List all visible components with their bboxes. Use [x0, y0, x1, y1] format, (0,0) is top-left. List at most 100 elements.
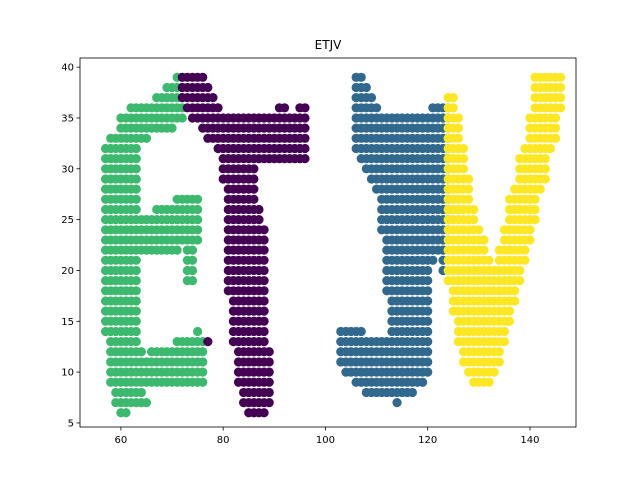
- data-point: [550, 113, 561, 123]
- data-point: [131, 337, 141, 347]
- axes: 60 80 100 120 140 5 10 15 20 25 30 35 40: [61, 57, 577, 446]
- data-point: [520, 255, 530, 265]
- data-point: [556, 72, 566, 82]
- data-point: [177, 113, 187, 123]
- data-point: [198, 347, 208, 357]
- data-point: [494, 347, 504, 357]
- data-point: [131, 174, 141, 184]
- data-point: [249, 184, 259, 194]
- y-tick-label: 20: [61, 266, 74, 277]
- data-point: [259, 276, 269, 286]
- data-point: [428, 255, 438, 265]
- data-point: [193, 326, 203, 337]
- data-point: [448, 93, 458, 103]
- data-point: [131, 194, 141, 204]
- y-tick-label: 25: [61, 215, 74, 226]
- data-point: [121, 408, 131, 418]
- data-point: [259, 245, 269, 255]
- data-point: [141, 398, 152, 408]
- data-point: [489, 367, 499, 377]
- data-point: [520, 245, 530, 255]
- data-point: [198, 367, 208, 377]
- data-point: [550, 123, 561, 133]
- data-point: [361, 82, 371, 93]
- y-tick-label: 5: [68, 418, 74, 429]
- data-point: [198, 72, 208, 82]
- data-point: [423, 265, 433, 276]
- data-point: [187, 245, 198, 255]
- data-point: [259, 326, 269, 337]
- data-point: [259, 337, 269, 347]
- data-point: [423, 357, 433, 367]
- series-4: [443, 72, 566, 387]
- plot-frame: [79, 57, 577, 428]
- data-point: [356, 72, 366, 82]
- data-point: [131, 204, 141, 215]
- data-point: [535, 184, 545, 194]
- data-point: [259, 408, 269, 418]
- data-point: [264, 357, 274, 367]
- data-point: [279, 103, 290, 113]
- data-point: [193, 235, 203, 245]
- data-point: [474, 225, 484, 235]
- data-point: [131, 184, 141, 194]
- data-point: [504, 316, 515, 326]
- data-point: [464, 184, 474, 194]
- data-point: [484, 377, 494, 387]
- data-point: [187, 265, 198, 276]
- data-point: [458, 143, 469, 154]
- data-point: [423, 306, 433, 316]
- data-point: [259, 225, 269, 235]
- data-point: [499, 326, 510, 337]
- data-point: [504, 306, 515, 316]
- x-tick-label: 120: [418, 435, 437, 446]
- data-point: [484, 255, 494, 265]
- data-point: [203, 82, 213, 93]
- data-point: [499, 337, 510, 347]
- data-point: [392, 398, 402, 408]
- data-point: [131, 326, 141, 337]
- data-point: [187, 276, 198, 286]
- data-point: [510, 296, 520, 306]
- data-point: [453, 133, 463, 143]
- data-point: [131, 286, 141, 296]
- data-point: [453, 113, 463, 123]
- data-point: [213, 103, 223, 113]
- data-point: [515, 265, 525, 276]
- data-point: [131, 164, 141, 174]
- data-point: [423, 316, 433, 326]
- y-tick-label: 10: [61, 368, 74, 379]
- data-point: [423, 276, 433, 286]
- data-point: [141, 133, 152, 143]
- y-tick-label: 15: [61, 317, 74, 328]
- data-point: [259, 255, 269, 265]
- data-point: [300, 123, 310, 133]
- data-point: [254, 215, 264, 225]
- data-point: [530, 204, 540, 215]
- data-point: [254, 204, 264, 215]
- data-point: [366, 93, 377, 103]
- data-point: [136, 387, 146, 398]
- data-point: [556, 103, 566, 113]
- y-tick-label: 35: [61, 113, 74, 124]
- data-point: [510, 286, 520, 296]
- data-point: [264, 367, 274, 377]
- data-point: [259, 265, 269, 276]
- data-point: [423, 367, 433, 377]
- data-point: [556, 93, 566, 103]
- data-point: [356, 326, 366, 337]
- x-tick-label: 80: [217, 435, 230, 446]
- x-tick-label: 100: [316, 435, 335, 446]
- data-point: [550, 133, 561, 143]
- data-point: [448, 103, 458, 113]
- x-tick-label: 140: [520, 435, 539, 446]
- data-point: [187, 255, 198, 265]
- data-point: [479, 245, 489, 255]
- data-point: [249, 194, 259, 204]
- data-point: [540, 174, 550, 184]
- data-point: [479, 235, 489, 245]
- data-point: [131, 296, 141, 306]
- y-tick-label: 30: [61, 164, 74, 175]
- data-point: [198, 357, 208, 367]
- data-point: [540, 164, 550, 174]
